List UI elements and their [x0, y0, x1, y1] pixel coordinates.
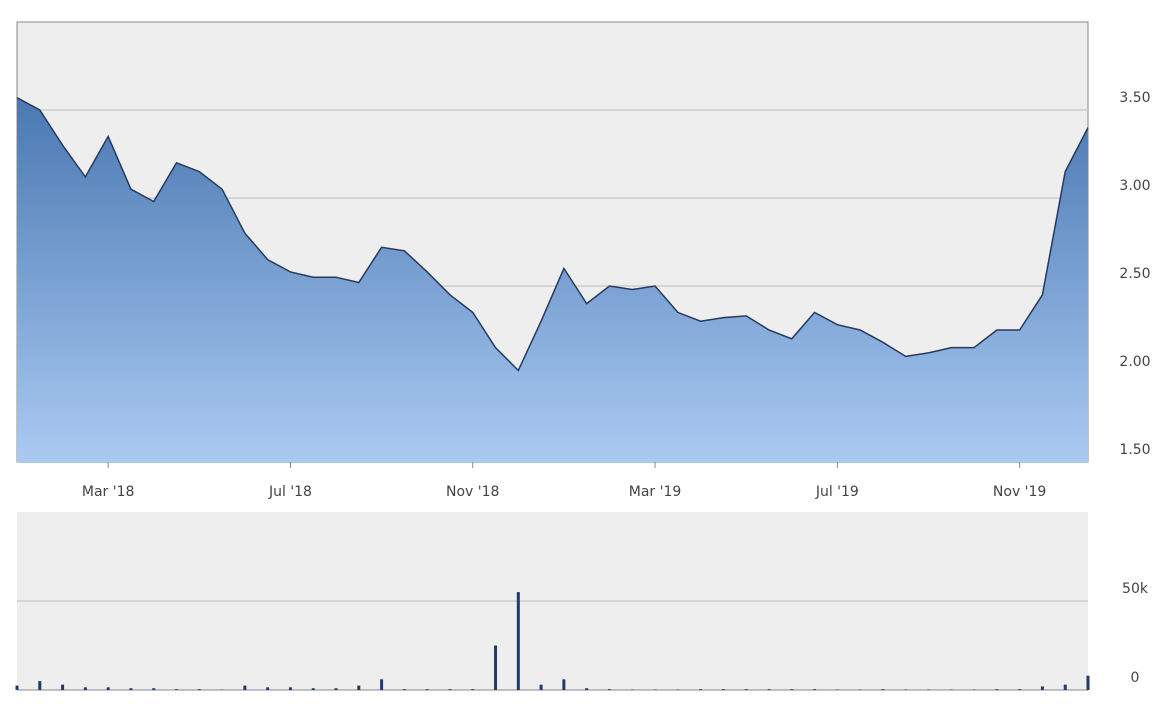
volume-bar: [334, 688, 338, 690]
volume-bar: [904, 689, 908, 690]
y-tick-label: 50k: [1122, 581, 1149, 597]
x-tick-label: Jul '19: [815, 484, 859, 500]
volume-bar: [585, 688, 589, 690]
volume-bar: [266, 687, 270, 690]
x-tick-label: Mar '19: [629, 484, 682, 500]
volume-bar: [630, 689, 634, 690]
volume-bar: [357, 685, 361, 690]
volume-bar: [721, 689, 725, 690]
volume-bar: [972, 689, 976, 690]
x-tick-label: Jul '18: [268, 484, 312, 500]
volume-bar: [494, 645, 498, 690]
volume-bar: [949, 689, 953, 690]
volume-bar: [425, 689, 429, 690]
y-tick-label: 2.50: [1119, 266, 1150, 282]
volume-bar: [995, 689, 999, 690]
y-tick-label: 0: [1131, 670, 1140, 686]
volume-bar: [129, 688, 133, 690]
volume-bar: [175, 689, 179, 690]
y-tick-label: 1.50: [1119, 442, 1150, 458]
volume-bar: [926, 689, 930, 690]
volume-bar: [448, 689, 452, 690]
volume-bar: [1018, 689, 1022, 690]
volume-bar: [813, 689, 817, 690]
volume-bar: [380, 679, 384, 690]
volume-bar: [881, 689, 885, 690]
volume-bar: [653, 689, 657, 690]
volume-bar: [790, 689, 794, 690]
volume-bar: [152, 688, 156, 690]
volume-bar: [1063, 684, 1067, 690]
x-tick-label: Nov '19: [993, 484, 1046, 500]
volume-bar: [516, 592, 520, 690]
volume-bar: [607, 689, 611, 690]
volume-bar: [858, 689, 862, 690]
volume-bar: [835, 689, 839, 690]
volume-bar: [744, 689, 748, 690]
volume-bar: [1040, 686, 1044, 690]
volume-bar: [38, 681, 42, 690]
volume-bar: [1086, 675, 1090, 690]
volume-bar: [83, 687, 87, 690]
volume-bar: [288, 687, 292, 690]
line: [16, 97, 1089, 372]
volume-bar: [539, 684, 543, 690]
volume-bar: [243, 685, 247, 690]
volume-bar: [562, 679, 566, 690]
volume-bar: [767, 689, 771, 690]
volume-bar: [402, 689, 406, 690]
x-tick-label: Nov '18: [446, 484, 499, 500]
volume-bar: [699, 689, 703, 690]
volume-bar: [106, 687, 110, 690]
y-tick-label: 3.00: [1119, 178, 1150, 194]
volume-bar: [471, 689, 475, 690]
area: [17, 97, 1088, 463]
x-tick-label: Mar '18: [82, 484, 135, 500]
y-tick-label: 2.00: [1119, 354, 1150, 370]
volume-bar: [676, 689, 680, 690]
volume-bar: [311, 688, 315, 690]
volume-bar: [61, 684, 65, 690]
volume-bar: [197, 689, 201, 690]
volume-bar: [15, 685, 19, 690]
y-tick-label: 3.50: [1119, 90, 1150, 106]
